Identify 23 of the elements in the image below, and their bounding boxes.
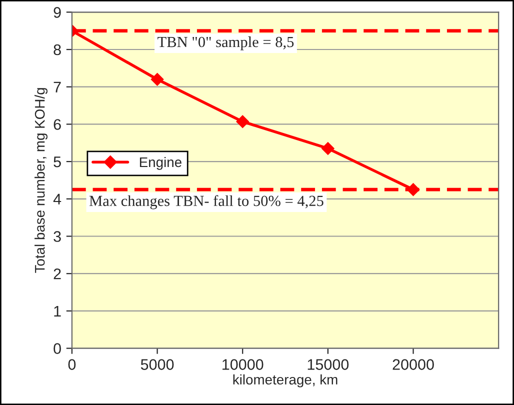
y-tick-label: 5 — [54, 156, 61, 168]
x-tick-label: 20000 — [392, 359, 434, 370]
point — [236, 115, 250, 128]
ref-line-label: TBN "0" sample = 8,5 — [158, 36, 294, 50]
ref-line-label: Max changes TBN- fall to 50% = 4,25 — [89, 195, 324, 210]
y-tick-label: 7 — [54, 82, 61, 92]
y-tick-label: 6 — [54, 119, 61, 130]
y-tick-label: 0 — [54, 343, 61, 354]
legend-label: Engine — [140, 156, 182, 170]
y-tick-label: 4 — [53, 194, 62, 204]
x-tick-label: 15000 — [308, 359, 349, 370]
x-tick-label: 10000 — [222, 359, 264, 370]
x-axis-title: kilometerage, km — [233, 374, 338, 388]
point — [322, 142, 334, 155]
y-tick-label: 1 — [54, 306, 61, 316]
y-tick-label: 2 — [54, 268, 61, 280]
point — [150, 72, 164, 86]
y-tick-label: 8 — [54, 44, 61, 56]
x-tick-label: 5000 — [140, 359, 174, 370]
x-tick-label: 0 — [68, 359, 76, 370]
y-tick-label: 3 — [54, 231, 61, 242]
y-tick-label: 9 — [54, 7, 61, 18]
y-axis-title: Total base number, mg KOH/g — [34, 88, 48, 273]
